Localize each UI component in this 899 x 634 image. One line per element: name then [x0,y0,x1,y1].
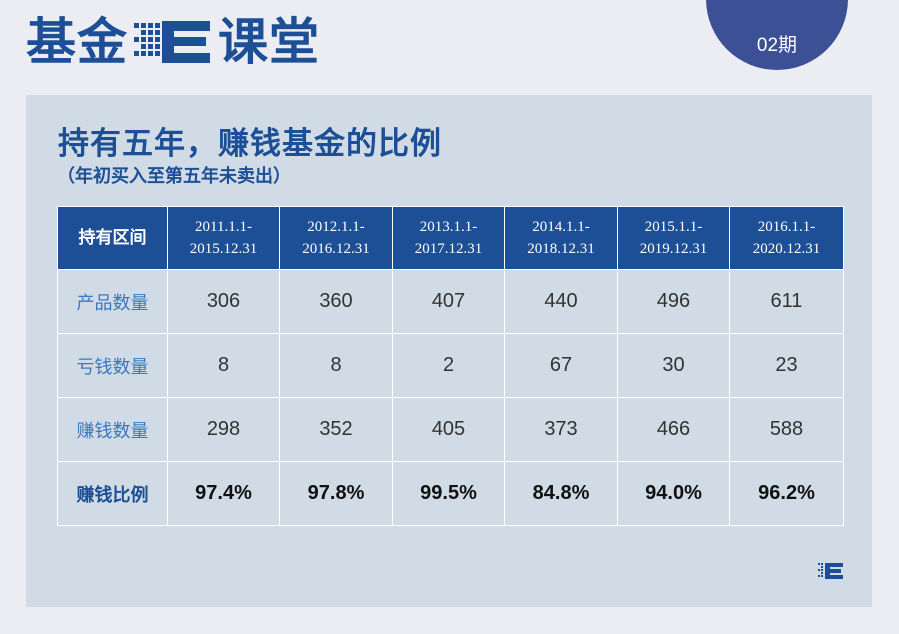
table-cell: 306 [167,269,280,334]
table-row-product-count: 产品数量 306 360 407 440 496 611 [57,269,844,334]
period-start: 2011.1.1- [195,219,252,235]
period-start: 2014.1.1- [532,219,590,235]
table-cell: 352 [279,397,393,462]
table-cell: 84.8% [504,461,618,526]
table-cell: 298 [167,397,280,462]
table-cell: 360 [279,269,393,334]
table-cell: 373 [504,397,618,462]
table-cell: 8 [279,333,393,398]
table-row-profit-count: 赚钱数量 298 352 405 373 466 588 [57,397,844,462]
table-cell: 440 [504,269,618,334]
table-row-profit-ratio: 赚钱比例 97.4% 97.8% 99.5% 84.8% 94.0% 96.2% [57,461,844,526]
e-pixel-logo-icon [134,21,210,63]
table-cell: 466 [617,397,730,462]
table-cell: 94.0% [617,461,730,526]
table-cell: 23 [729,333,844,398]
row-label: 赚钱数量 [57,397,168,462]
page-title: 持有五年，赚钱基金的比例 [58,126,442,162]
table-cell: 496 [617,269,730,334]
period-end: 2019.12.31 [639,241,708,257]
brand-text-left: 基金 [26,13,128,71]
issue-label: 02期 [756,35,798,56]
table-cell: 588 [729,397,844,462]
period-end: 2015.12.31 [189,241,258,257]
corner-e-logo-icon [818,563,843,579]
table-cell: 8 [167,333,280,398]
table-cell: 67 [504,333,618,398]
period-start: 2013.1.1- [419,219,478,235]
table-row-loss-count: 亏钱数量 8 8 2 67 30 23 [57,333,844,398]
row-label: 赚钱比例 [57,461,168,526]
table-cell: 97.8% [279,461,393,526]
table-cell: 97.4% [167,461,280,526]
fund-profit-table: 持有区间 2011.1.1- 2015.12.31 2012.1.1- 2016.1… [57,206,844,526]
period-header: 2012.1.1- 2016.12.31 [279,206,393,270]
table-cell: 99.5% [392,461,505,526]
period-start: 2015.1.1- [644,219,703,235]
period-header: 2011.1.1- 2015.12.31 [167,206,280,270]
table-cell: 2 [392,333,505,398]
period-end: 2016.12.31 [302,241,370,257]
row-label: 产品数量 [57,269,168,334]
brand-header: 基金 课堂 [26,10,320,74]
period-start: 2012.1.1- [307,219,365,235]
table-cell: 30 [617,333,730,398]
page-subtitle: （年初买入至第五年未卖出） [57,166,291,187]
period-header: 2015.1.1- 2019.12.31 [617,206,730,270]
period-header: 2013.1.1- 2017.12.31 [392,206,505,270]
period-end: 2017.12.31 [414,241,483,257]
table-cell: 96.2% [729,461,844,526]
header-label: 持有区间 [57,206,168,270]
table-cell: 405 [392,397,505,462]
table-cell: 611 [729,269,844,334]
row-label: 亏钱数量 [57,333,168,398]
period-end: 2018.12.31 [527,241,595,257]
period-end: 2020.12.31 [752,241,821,257]
period-start: 2016.1.1- [757,219,816,235]
brand-text-right: 课堂 [218,13,320,71]
table-header-row: 持有区间 2011.1.1- 2015.12.31 2012.1.1- 2016.1… [57,206,844,270]
period-header: 2014.1.1- 2018.12.31 [504,206,618,270]
period-header: 2016.1.1- 2020.12.31 [729,206,844,270]
table-cell: 407 [392,269,505,334]
